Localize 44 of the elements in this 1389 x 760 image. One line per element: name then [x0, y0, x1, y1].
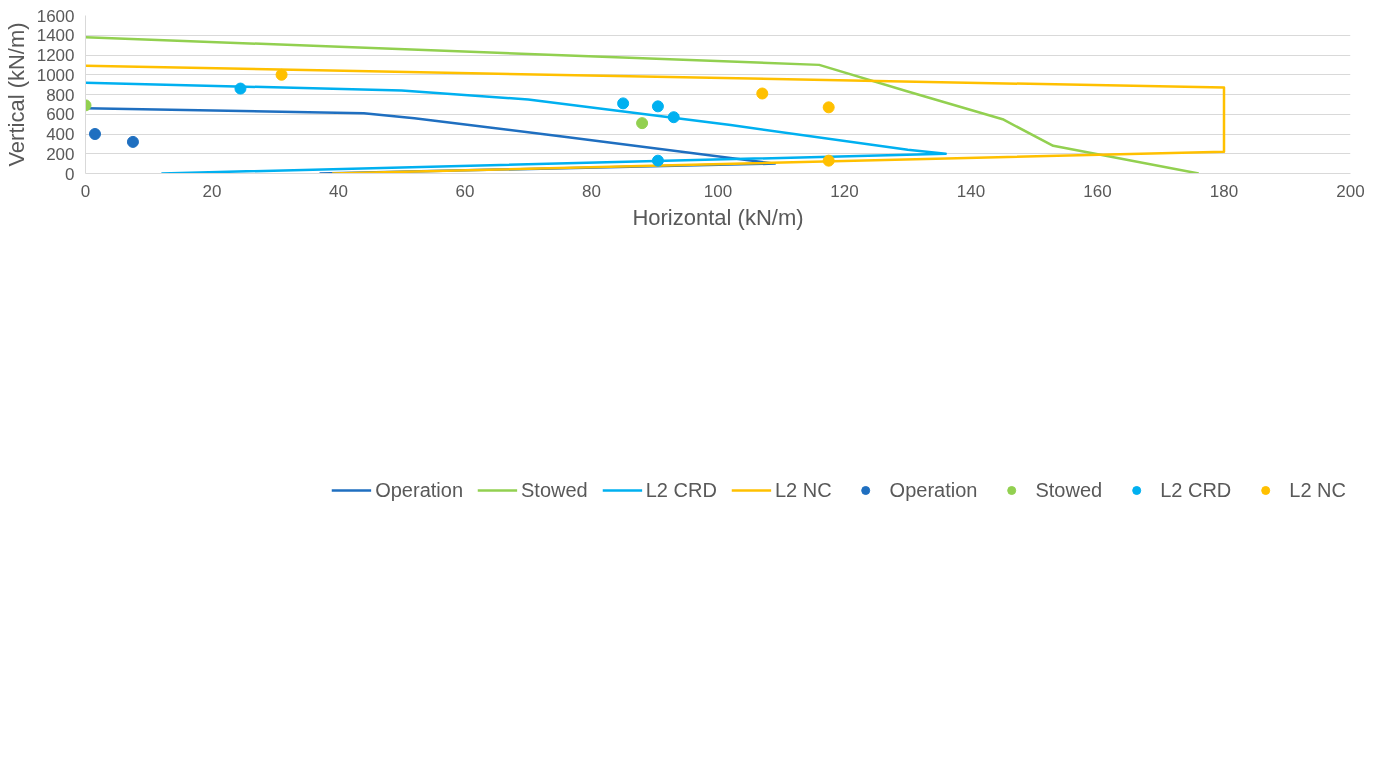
y-tick-label: 600: [46, 105, 75, 125]
point: [822, 154, 835, 167]
x-tick-label: 80: [582, 181, 601, 201]
legend-label: Operation: [375, 478, 464, 502]
point: [617, 97, 630, 110]
y-axis-title: Vertical (kN/m): [3, 22, 29, 167]
point: [126, 135, 139, 148]
legend-label: L2 CRD: [645, 478, 717, 502]
x-tick-label: 100: [703, 181, 733, 201]
y-tick-label: 200: [46, 144, 75, 164]
x-tick-label: 200: [1336, 181, 1365, 201]
x-tick-label: 20: [202, 181, 222, 201]
legend-label: Stowed: [1035, 478, 1103, 502]
y-tick-label: 800: [46, 85, 75, 105]
y-tick-label: 1600: [36, 6, 75, 26]
point: [651, 100, 664, 113]
point: [234, 82, 247, 95]
y-tick-label: 1200: [36, 46, 75, 65]
x-tick-label: 60: [455, 181, 475, 201]
legend-label: L2 CRD: [1160, 478, 1232, 502]
point: [88, 128, 101, 140]
legend-label: Stowed: [521, 478, 588, 502]
legend-label: Operation: [889, 478, 978, 502]
x-tick-label: 40: [329, 181, 348, 201]
point: [822, 101, 835, 114]
point: [756, 87, 769, 100]
x-tick-label: 160: [1083, 181, 1112, 201]
point: [651, 154, 664, 167]
y-tick-label: 1400: [36, 26, 75, 46]
x-tick-label: 180: [1209, 181, 1239, 201]
y-tick-label: 400: [46, 125, 75, 144]
point: [667, 111, 680, 124]
x-tick-label: 140: [956, 181, 986, 201]
x-tick-label: 0: [80, 181, 91, 201]
y-tick-label: 1000: [36, 65, 75, 85]
x-tick-label: 120: [830, 181, 859, 201]
legend-label: L2 NC: [774, 478, 832, 502]
x-axis-title: Horizontal (kN/m): [632, 204, 804, 230]
y-tick-label: 0: [65, 164, 75, 184]
line-series: [85, 81, 947, 174]
line-series: [85, 64, 1226, 174]
line-series: [85, 35, 1200, 174]
point: [275, 68, 288, 81]
legend-label: L2 NC: [1289, 478, 1346, 502]
